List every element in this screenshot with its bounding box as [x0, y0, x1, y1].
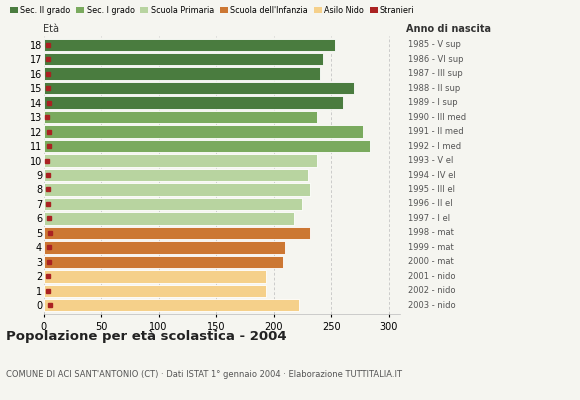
Text: 2003 - nido: 2003 - nido [408, 301, 456, 310]
Bar [44, 68, 320, 80]
Bar [44, 241, 285, 254]
Text: Popolazione per età scolastica - 2004: Popolazione per età scolastica - 2004 [6, 330, 287, 343]
Bar [44, 227, 310, 239]
Text: 1993 - V el: 1993 - V el [408, 156, 454, 165]
Text: 2000 - mat: 2000 - mat [408, 257, 454, 266]
Bar [44, 183, 310, 196]
Bar [44, 111, 317, 123]
Text: 1997 - I el: 1997 - I el [408, 214, 451, 223]
Text: 1996 - II el: 1996 - II el [408, 200, 453, 208]
Text: 1987 - III sup: 1987 - III sup [408, 69, 463, 78]
Text: 1991 - II med: 1991 - II med [408, 127, 464, 136]
Bar [44, 154, 317, 167]
Bar [44, 169, 308, 181]
Bar [44, 285, 266, 297]
Bar [44, 96, 343, 109]
Bar [44, 82, 354, 94]
Text: 1995 - III el: 1995 - III el [408, 185, 455, 194]
Text: 1989 - I sup: 1989 - I sup [408, 98, 458, 107]
Text: 1994 - IV el: 1994 - IV el [408, 170, 456, 180]
Bar [44, 38, 335, 51]
Text: COMUNE DI ACI SANT'ANTONIO (CT) · Dati ISTAT 1° gennaio 2004 · Elaborazione TUTT: COMUNE DI ACI SANT'ANTONIO (CT) · Dati I… [6, 370, 402, 379]
Text: Età: Età [44, 24, 60, 34]
Bar [44, 212, 294, 224]
Text: 1992 - I med: 1992 - I med [408, 142, 462, 150]
Bar [44, 270, 266, 282]
Text: 1988 - II sup: 1988 - II sup [408, 84, 461, 93]
Text: 2002 - nido: 2002 - nido [408, 286, 456, 295]
Bar [44, 256, 283, 268]
Text: 1990 - III med: 1990 - III med [408, 112, 466, 122]
Text: 1985 - V sup: 1985 - V sup [408, 40, 461, 49]
Text: Anno di nascita: Anno di nascita [406, 24, 491, 34]
Bar [44, 53, 323, 65]
Bar [44, 126, 364, 138]
Bar [44, 140, 370, 152]
Text: 1986 - VI sup: 1986 - VI sup [408, 55, 464, 64]
Text: 1998 - mat: 1998 - mat [408, 228, 454, 238]
Bar [44, 198, 302, 210]
Text: 2001 - nido: 2001 - nido [408, 272, 456, 281]
Bar [44, 299, 299, 312]
Legend: Sec. II grado, Sec. I grado, Scuola Primaria, Scuola dell'Infanzia, Asilo Nido, : Sec. II grado, Sec. I grado, Scuola Prim… [10, 6, 415, 15]
Text: 1999 - mat: 1999 - mat [408, 243, 454, 252]
